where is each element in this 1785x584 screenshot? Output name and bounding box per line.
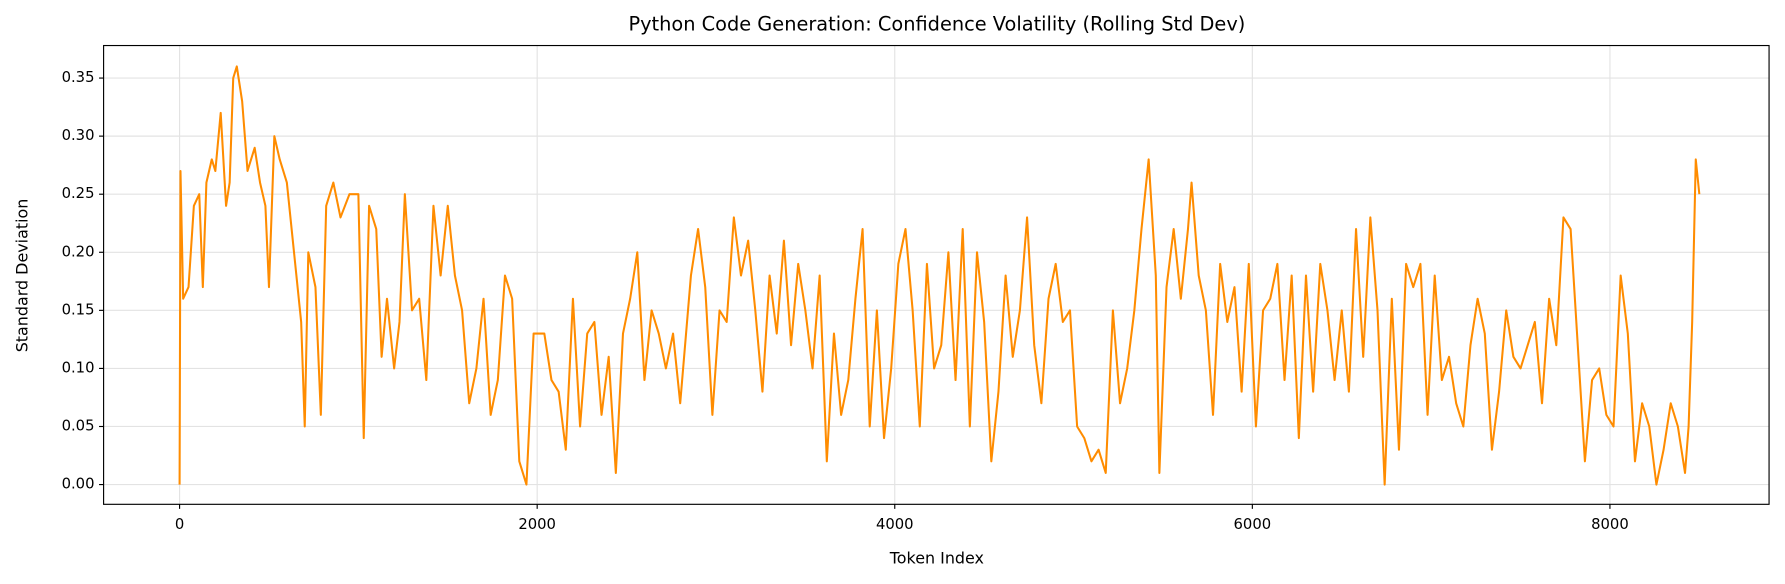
x-tick-label: 8000 xyxy=(1591,516,1629,533)
x-tick-label: 6000 xyxy=(1234,516,1272,533)
y-tick-label: 0.15 xyxy=(62,301,95,318)
y-tick-label: 0.20 xyxy=(62,243,95,260)
x-tick-label: 4000 xyxy=(876,516,914,533)
y-tick-label: 0.10 xyxy=(62,359,95,376)
data-line xyxy=(178,65,1701,486)
y-tick-label: 0.05 xyxy=(62,417,95,434)
y-axis-label: Standard Deviation xyxy=(12,199,31,353)
plot-frame xyxy=(103,44,1770,505)
y-tick-label: 0.30 xyxy=(62,127,95,144)
y-tick-label: 0.25 xyxy=(62,185,95,202)
chart-title: Python Code Generation: Confidence Volat… xyxy=(628,13,1245,36)
x-tick-label: 0 xyxy=(175,516,184,533)
x-tick-label: 2000 xyxy=(518,516,556,533)
y-tick-label: 0.35 xyxy=(62,69,95,86)
y-tick-label: 0.00 xyxy=(62,476,95,493)
x-axis-label: Token Index xyxy=(889,548,984,567)
